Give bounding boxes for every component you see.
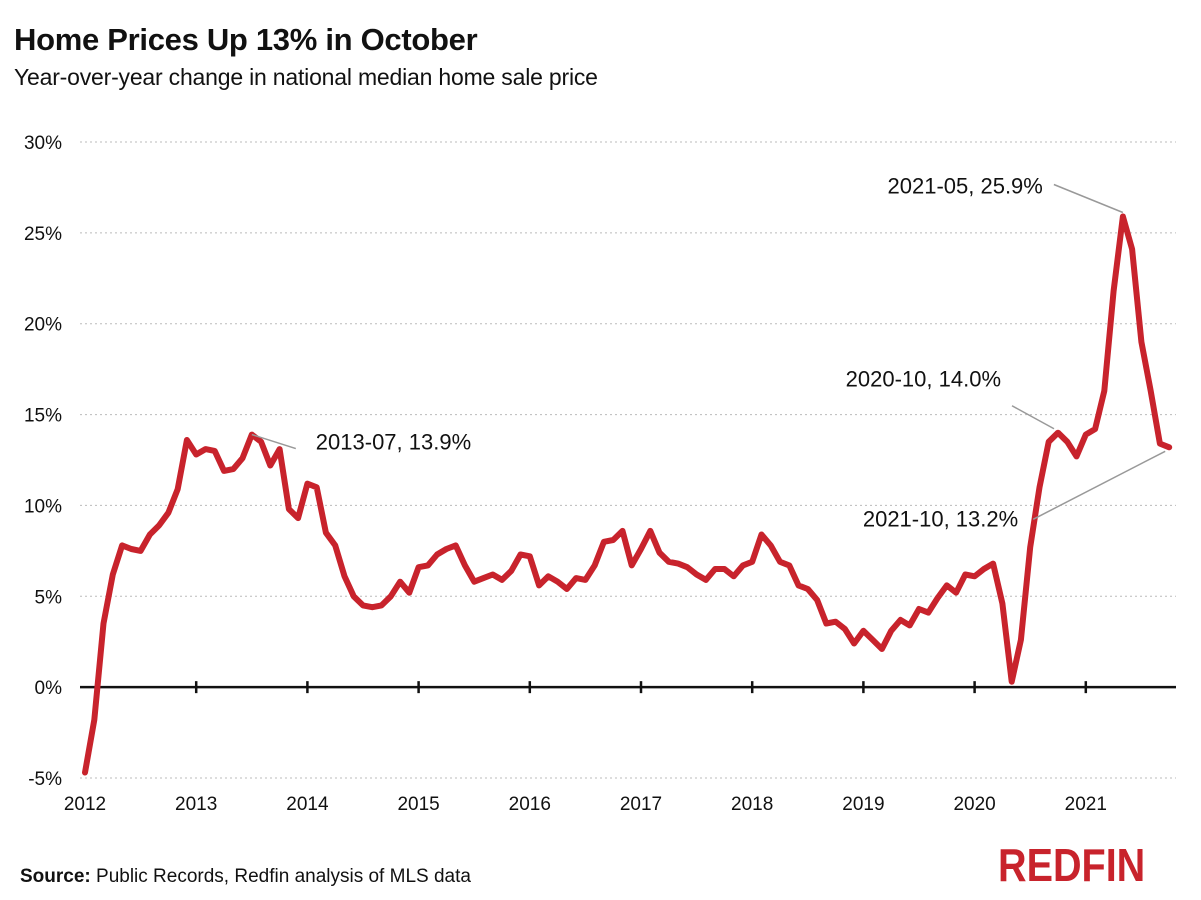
annotation-label: 2021-05, 25.9% (888, 174, 1043, 199)
series-line (82, 213, 1173, 776)
x-tick-label: 2016 (509, 794, 551, 815)
annotation-label: 2021-10, 13.2% (863, 506, 1018, 531)
y-tick-label: 10% (24, 496, 62, 517)
source-text: Public Records, Redfin analysis of MLS d… (96, 866, 471, 887)
y-axis-tick-labels: -5% 0% 5% 10% 15% 20% 25% 30% (24, 133, 62, 790)
x-tick-label: 2015 (397, 794, 439, 815)
annotations: 2013-07, 13.9% 2020-10, 14.0% 2021-05, 25.… (251, 174, 1166, 531)
x-tick-label: 2019 (842, 794, 884, 815)
y-tick-label: 25% (24, 224, 62, 245)
y-tick-label: 30% (24, 133, 62, 154)
x-axis-tick-labels: 2012 2013 2014 2015 2016 2017 2018 2019 2020 2021 (64, 794, 1107, 815)
chart-title: Home Prices Up 13% in October (14, 22, 478, 57)
annotation-label: 2020-10, 14.0% (846, 367, 1001, 392)
annotation-leader-line (1011, 405, 1055, 430)
redfin-logo: REDFIN (998, 839, 1146, 891)
annotation-label: 2013-07, 13.9% (316, 430, 471, 455)
x-tick-label: 2017 (620, 794, 662, 815)
annotation-leader-line (1053, 183, 1124, 214)
x-tick-label: 2020 (953, 794, 995, 815)
y-tick-label: 5% (35, 587, 63, 608)
annotation-leader-line (251, 433, 297, 450)
series-layer (82, 213, 1173, 776)
x-tick-label: 2013 (175, 794, 217, 815)
y-tick-label: -5% (28, 769, 62, 790)
y-tick-label: 20% (24, 315, 62, 336)
y-tick-label: 15% (24, 406, 62, 427)
source-label: Source: (20, 866, 91, 887)
chart-subtitle: Year-over-year change in national median… (14, 64, 598, 90)
x-tick-label: 2014 (286, 794, 329, 815)
x-tick-label: 2021 (1065, 794, 1107, 815)
line-chart: -5%0%5%10%15%20%25%30% 2012 2013 2014 2015 2… (24, 133, 1176, 815)
annotation-leader-line (1032, 450, 1166, 520)
y-tick-label: 0% (35, 678, 63, 699)
x-axis (80, 681, 1176, 694)
x-tick-label: 2018 (731, 794, 773, 815)
source-note: Source: Public Records, Redfin analysis … (20, 866, 471, 888)
x-tick-label: 2012 (64, 794, 106, 815)
